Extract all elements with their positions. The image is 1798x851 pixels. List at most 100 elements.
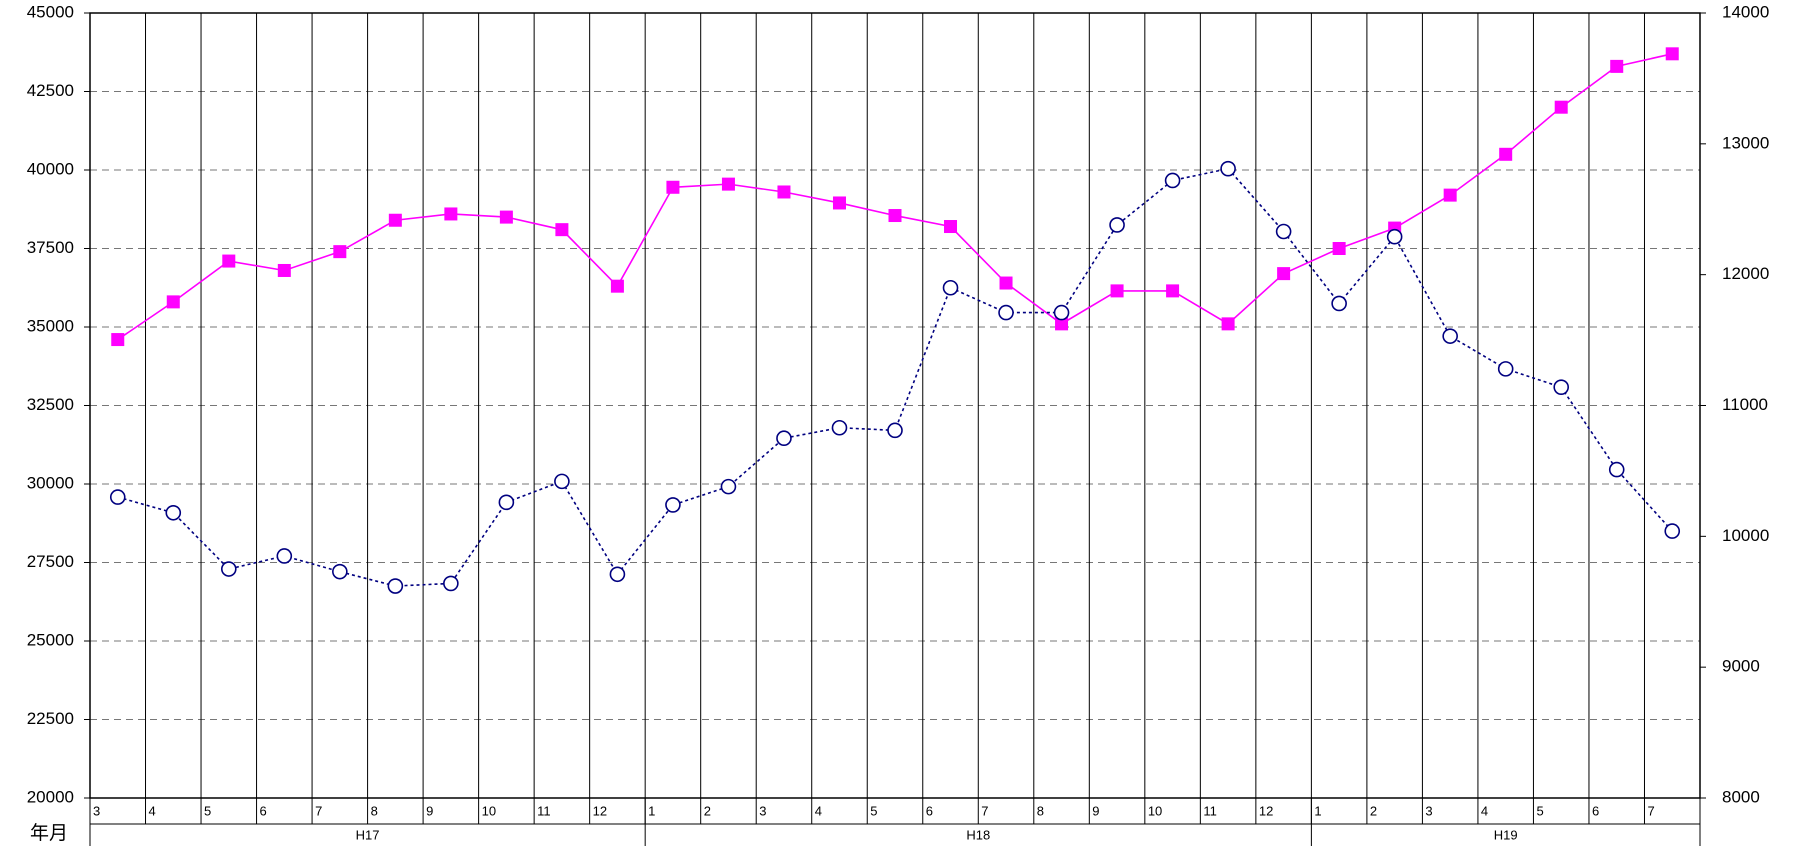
month-tick-label: 2 (704, 803, 711, 818)
series-1-point (720, 478, 737, 495)
series-1-point (942, 279, 959, 296)
series-0-point (1610, 59, 1624, 73)
series-0-point (333, 245, 347, 259)
month-tick-label: 6 (260, 803, 267, 818)
series-0-line (117, 53, 1673, 341)
series-1-point (1275, 223, 1292, 240)
series-1-point (831, 419, 848, 436)
month-tick-label: 5 (204, 803, 211, 818)
series-1-point (1109, 217, 1125, 233)
series-1-point (776, 430, 792, 447)
series-0-point (1443, 188, 1457, 202)
series-0-point (555, 223, 569, 237)
series-1-point (1664, 523, 1681, 539)
series-0-point (999, 276, 1013, 290)
month-tick-label: 8 (1037, 803, 1044, 818)
month-tick-label: 4 (149, 803, 156, 818)
series-1-point (665, 497, 681, 513)
month-tick-label: 10 (482, 803, 496, 818)
series-0-point (1665, 47, 1679, 61)
series-1-point (109, 489, 126, 505)
month-tick-label: 5 (870, 803, 877, 818)
year-label: H19 (1494, 827, 1518, 842)
month-tick-label: 9 (426, 803, 433, 818)
month-tick-label: 11 (1203, 803, 1217, 818)
month-tick-label: 4 (1481, 803, 1488, 818)
right-tick-label: 14000 (1722, 2, 1769, 21)
series-1-point (1553, 379, 1570, 395)
series-0-point (777, 185, 791, 199)
series-0-point (1110, 284, 1124, 298)
grid-layer (90, 13, 1700, 798)
month-tick-label: 7 (1647, 803, 1654, 818)
month-tick-label: 2 (1370, 803, 1377, 818)
series-1-point (1331, 295, 1347, 312)
series-1-point (387, 578, 404, 594)
right-tick-label: 8000 (1722, 787, 1760, 806)
series-0-point (1221, 317, 1235, 331)
month-tick-label: 9 (1092, 803, 1099, 818)
left-tick-label: 32500 (27, 395, 74, 414)
series-1-point (998, 304, 1014, 321)
month-tick-label: 5 (1536, 803, 1543, 818)
series-0-point (610, 279, 624, 293)
year-label: H18 (966, 827, 990, 842)
series-1-point (165, 504, 182, 521)
left-tick-label: 37500 (27, 238, 74, 257)
left-tick-label: 45000 (27, 2, 74, 21)
series-0-point (444, 207, 458, 221)
series-0-point (1277, 267, 1291, 281)
series-1-point (554, 473, 570, 490)
series-0-point (666, 180, 680, 194)
month-tick-label: 3 (93, 803, 100, 818)
right-tick-label: 13000 (1722, 133, 1769, 152)
series-0-point (944, 220, 958, 234)
year-label: H17 (356, 827, 380, 842)
series-0-point (1499, 147, 1513, 161)
series-1-point (609, 566, 626, 583)
right-tick-label: 12000 (1722, 264, 1769, 283)
left-tick-label: 20000 (27, 787, 74, 806)
series-1-point (1386, 228, 1403, 245)
series-1-line (117, 167, 1673, 587)
month-tick-label: 7 (315, 803, 322, 818)
left-tick-label: 30000 (27, 473, 74, 492)
month-tick-label: 6 (926, 803, 933, 818)
series-1-point (1220, 160, 1236, 177)
series-0-point (166, 295, 180, 309)
series-0-point (388, 213, 402, 227)
left-tick-label: 40000 (27, 159, 74, 178)
month-tick-label: 4 (815, 803, 822, 818)
series-1-point (1608, 461, 1625, 478)
series-0-point (222, 254, 236, 268)
month-tick-label: 10 (1148, 803, 1162, 818)
series-0-point (832, 196, 846, 210)
series-1-point (220, 561, 237, 577)
series-1-point (332, 563, 348, 580)
series-1-point (1053, 304, 1070, 321)
left-tick-label: 25000 (27, 630, 74, 649)
series-0-point (888, 209, 902, 223)
series-1-point (498, 494, 515, 511)
left-tick-label: 42500 (27, 81, 74, 100)
month-tick-label: 1 (648, 803, 655, 818)
right-tick-label: 10000 (1722, 526, 1769, 545)
series-1-point (443, 575, 459, 592)
axis-layer: 20000 22500 25000 27500 30000 32500 35000 37500… (27, 2, 1769, 846)
left-tick-label: 27500 (27, 552, 74, 571)
month-tick-label: 1 (1314, 803, 1321, 818)
series-0-point (721, 177, 735, 191)
series-0-point (1332, 242, 1346, 255)
x-axis-label: 年月 (30, 822, 68, 844)
month-tick-label: 6 (1592, 803, 1599, 818)
series-1-point (887, 422, 903, 439)
series-0-point (1554, 100, 1568, 114)
month-tick-label: 7 (981, 803, 988, 818)
series-0-point (1166, 284, 1180, 298)
left-tick-label: 22500 (27, 709, 74, 728)
series-1-point (276, 548, 293, 564)
month-tick-label: 3 (1425, 803, 1432, 818)
series-0-point (277, 263, 291, 277)
